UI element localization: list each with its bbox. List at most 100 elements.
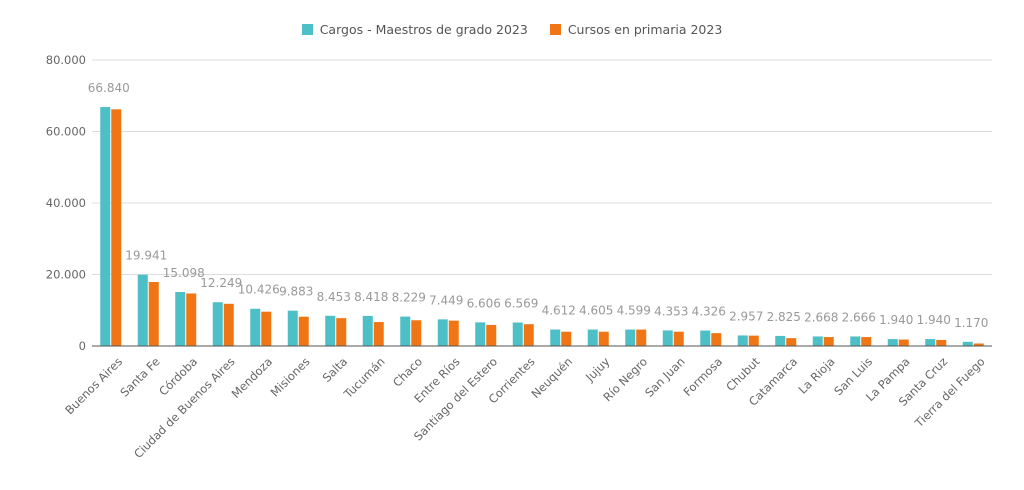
bar-series1[interactable] xyxy=(212,302,223,346)
data-label: 7.449 xyxy=(429,293,463,307)
bar-series1[interactable] xyxy=(812,336,823,346)
bar-series1[interactable] xyxy=(737,335,748,346)
x-tick-label: Mendoza xyxy=(229,354,275,400)
y-axis: 0 20.000 40.000 60.000 80.000 xyxy=(46,53,86,353)
x-tick-label: Chaco xyxy=(390,354,425,389)
bar-series2[interactable] xyxy=(523,324,534,346)
bar-series2[interactable] xyxy=(561,331,572,346)
bar-series1[interactable] xyxy=(137,274,148,346)
bar-series1[interactable] xyxy=(475,322,486,346)
legend-label-series2: Cursos en primaria 2023 xyxy=(567,22,723,37)
data-label: 8.229 xyxy=(392,291,426,305)
gridlines xyxy=(92,59,992,275)
legend-label-series1: Cargos - Maestros de grado 2023 xyxy=(319,22,528,37)
bar-series2[interactable] xyxy=(936,339,947,346)
bar-series1[interactable] xyxy=(400,316,411,346)
data-label: 10.426 xyxy=(238,283,280,297)
bar-series2[interactable] xyxy=(298,316,309,346)
data-label: 6.569 xyxy=(504,297,538,311)
bar-series2[interactable] xyxy=(148,282,159,346)
data-label: 1.940 xyxy=(917,313,951,327)
bar-series2[interactable] xyxy=(861,337,872,346)
bar-series1[interactable] xyxy=(962,341,973,346)
bar-series2[interactable] xyxy=(411,320,422,346)
bar-series2[interactable] xyxy=(336,318,347,346)
data-label: 9.883 xyxy=(279,285,313,299)
x-tick-label: Misiones xyxy=(268,354,313,399)
bar-series1[interactable] xyxy=(287,310,298,346)
data-label: 2.957 xyxy=(729,309,763,323)
data-label: 2.666 xyxy=(842,310,876,324)
x-tick-label: Salta xyxy=(320,354,350,384)
bar-series1[interactable] xyxy=(775,335,786,346)
data-label: 6.606 xyxy=(467,296,501,310)
x-tick-label: San Juan xyxy=(642,354,687,399)
x-tick-label: Jujuy xyxy=(582,354,613,385)
x-tick-label: Neuquén xyxy=(528,354,575,401)
data-label: 2.825 xyxy=(767,310,801,324)
bar-series2[interactable] xyxy=(486,324,497,346)
data-label: 19.941 xyxy=(125,249,167,263)
bar-series1[interactable] xyxy=(437,319,448,346)
bar-series2[interactable] xyxy=(373,322,384,346)
data-label: 4.612 xyxy=(542,304,576,318)
legend-item-series2[interactable]: Cursos en primaria 2023 xyxy=(549,22,723,37)
bar-series2[interactable] xyxy=(448,320,459,346)
bar-series1[interactable] xyxy=(512,322,523,346)
data-label: 1.940 xyxy=(879,313,913,327)
bar-series2[interactable] xyxy=(711,333,722,346)
data-label: 8.418 xyxy=(354,290,388,304)
x-tick-label: Formosa xyxy=(681,354,726,399)
bar-series2[interactable] xyxy=(786,338,797,346)
bar-series2[interactable] xyxy=(636,329,647,346)
legend-swatch-series2 xyxy=(549,24,561,35)
x-tick-label: Tierra del Fuego xyxy=(911,354,987,430)
bar-series2[interactable] xyxy=(823,337,834,346)
data-label: 12.249 xyxy=(200,276,242,290)
bar-series1[interactable] xyxy=(587,329,598,346)
data-label: 1.170 xyxy=(954,316,988,330)
bar-series2[interactable] xyxy=(673,331,684,346)
bar-series2[interactable] xyxy=(223,303,234,346)
data-label: 8.453 xyxy=(317,290,351,304)
bar-series1[interactable] xyxy=(100,107,111,346)
y-tick-label: 20.000 xyxy=(46,268,86,282)
bar-series2[interactable] xyxy=(973,343,984,346)
bar-series1[interactable] xyxy=(175,292,186,346)
bar-series2[interactable] xyxy=(898,339,909,346)
x-tick-label: Santa Fe xyxy=(117,354,162,399)
bar-series1[interactable] xyxy=(925,339,936,346)
bar-series1[interactable] xyxy=(700,330,711,346)
bar-series1[interactable] xyxy=(850,336,861,346)
legend-swatch-series1 xyxy=(301,24,313,35)
y-tick-label: 40.000 xyxy=(46,196,86,210)
bar-series2[interactable] xyxy=(261,311,272,346)
bar-series2[interactable] xyxy=(186,293,197,346)
data-label: 4.326 xyxy=(692,305,726,319)
data-label: 4.605 xyxy=(579,304,613,318)
y-tick-label: 0 xyxy=(79,339,86,353)
bar-series1[interactable] xyxy=(662,330,673,346)
data-label: 4.353 xyxy=(654,304,688,318)
data-label: 15.098 xyxy=(163,266,205,280)
bar-series2[interactable] xyxy=(748,335,759,346)
legend-item-series1[interactable]: Cargos - Maestros de grado 2023 xyxy=(301,22,528,37)
y-tick-label: 80.000 xyxy=(46,53,86,67)
bar-series2[interactable] xyxy=(598,331,609,346)
legend: Cargos - Maestros de grado 2023 Cursos e… xyxy=(0,22,1024,37)
data-label: 4.599 xyxy=(617,304,651,318)
bar-series1[interactable] xyxy=(887,339,898,346)
bar-series2[interactable] xyxy=(111,109,122,347)
bar-series1[interactable] xyxy=(362,315,373,346)
x-tick-label: Tucumán xyxy=(340,354,387,401)
bar-series1[interactable] xyxy=(550,329,561,346)
x-tick-label: Buenos Aires xyxy=(62,354,125,417)
bars xyxy=(100,107,984,347)
bar-series1[interactable] xyxy=(325,315,336,346)
bar-series1[interactable] xyxy=(625,329,636,346)
y-tick-label: 60.000 xyxy=(46,125,86,139)
bar-series1[interactable] xyxy=(250,308,261,346)
